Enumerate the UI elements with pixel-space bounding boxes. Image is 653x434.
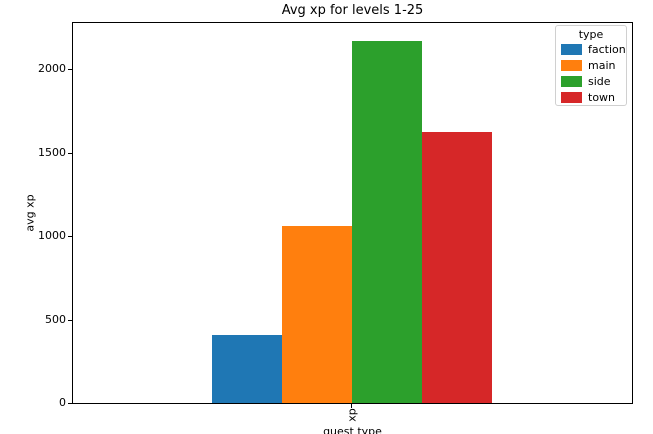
- bar-side: [352, 41, 422, 403]
- chart-title: Avg xp for levels 1-25: [281, 3, 424, 18]
- legend-row-side: side: [556, 73, 626, 89]
- plot-area: [72, 22, 633, 404]
- legend: type faction main side town: [555, 25, 627, 106]
- legend-swatch-side: [561, 75, 582, 87]
- legend-title: type: [578, 28, 604, 41]
- y-tick-mark: [68, 403, 72, 404]
- x-axis-label: quest type: [323, 425, 382, 434]
- legend-label: main: [588, 58, 616, 72]
- legend-swatch-faction: [561, 43, 582, 55]
- bar-town: [422, 131, 492, 403]
- legend-swatch-main: [561, 59, 582, 71]
- y-tick-label: 0: [59, 396, 66, 409]
- legend-row-town: town: [556, 89, 626, 105]
- y-tick-mark: [68, 236, 72, 238]
- legend-row-main: main: [556, 57, 626, 73]
- legend-row-faction: faction: [556, 41, 626, 57]
- y-tick-label: 2000: [38, 62, 66, 76]
- y-tick-mark: [68, 69, 72, 71]
- y-axis-label: avg xp: [23, 194, 37, 232]
- y-tick-mark: [68, 319, 72, 321]
- legend-label: faction: [588, 42, 626, 56]
- y-tick-label: 500: [45, 312, 66, 326]
- bar-faction: [212, 334, 282, 403]
- legend-label: side: [588, 74, 611, 88]
- y-tick-label: 1000: [38, 229, 66, 243]
- legend-swatch-town: [561, 91, 582, 103]
- x-tick-mark: [351, 404, 352, 408]
- legend-label: town: [588, 90, 616, 104]
- x-tick-label: xp: [345, 408, 359, 422]
- bar-main: [282, 226, 352, 403]
- y-tick-label: 1500: [38, 145, 66, 159]
- legend-entries: faction main side town: [556, 41, 626, 105]
- y-tick-mark: [68, 152, 72, 154]
